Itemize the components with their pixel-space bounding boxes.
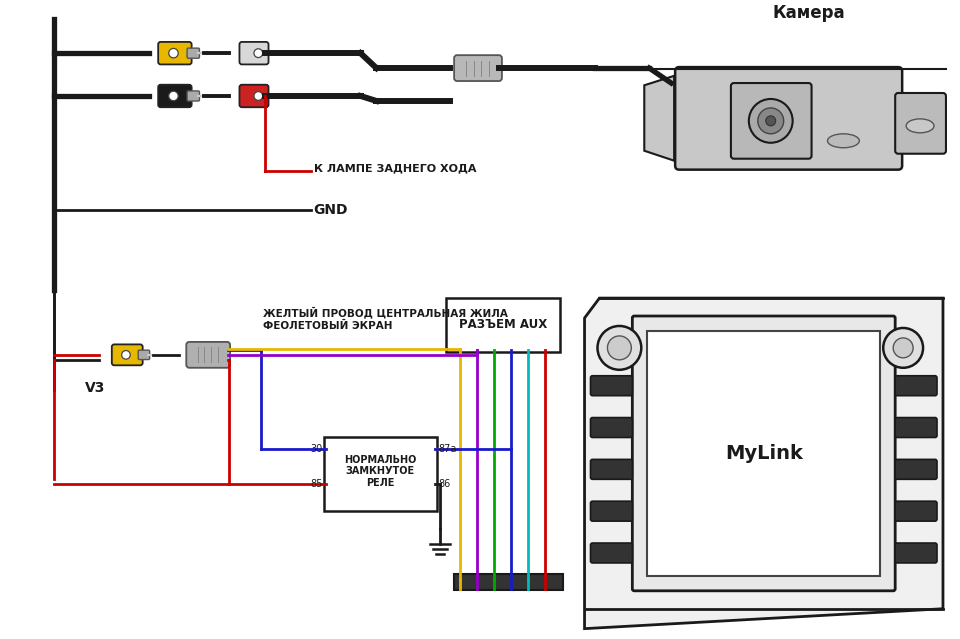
FancyBboxPatch shape [454, 55, 502, 81]
FancyBboxPatch shape [647, 331, 880, 576]
Text: 86: 86 [438, 479, 450, 489]
Text: ЖЕЛТЫЙ ПРОВОД ЦЕНТРАЛЬНАЯ ЖИЛА: ЖЕЛТЫЙ ПРОВОД ЦЕНТРАЛЬНАЯ ЖИЛА [263, 306, 508, 318]
Circle shape [608, 336, 632, 360]
Circle shape [169, 49, 179, 58]
Text: V3: V3 [84, 381, 105, 395]
FancyBboxPatch shape [590, 459, 633, 479]
Text: 85: 85 [310, 479, 323, 489]
Ellipse shape [906, 119, 934, 133]
FancyBboxPatch shape [895, 417, 937, 438]
Text: MyLink: MyLink [725, 444, 803, 463]
Circle shape [597, 326, 641, 370]
FancyBboxPatch shape [590, 501, 633, 521]
FancyBboxPatch shape [111, 344, 143, 366]
FancyBboxPatch shape [324, 438, 437, 511]
FancyBboxPatch shape [239, 85, 269, 107]
Text: НОРМАЛЬНО
ЗАМКНУТОЕ
РЕЛЕ: НОРМАЛЬНО ЗАМКНУТОЕ РЕЛЕ [345, 455, 417, 488]
FancyBboxPatch shape [446, 298, 560, 352]
Text: GND: GND [314, 203, 348, 217]
Ellipse shape [828, 134, 859, 148]
Circle shape [122, 351, 131, 359]
FancyBboxPatch shape [675, 67, 902, 169]
FancyBboxPatch shape [895, 93, 946, 154]
FancyBboxPatch shape [239, 42, 269, 65]
Text: Камера: Камера [772, 4, 845, 22]
FancyBboxPatch shape [186, 342, 230, 368]
FancyBboxPatch shape [590, 417, 633, 438]
FancyBboxPatch shape [454, 574, 563, 590]
FancyBboxPatch shape [158, 85, 192, 107]
Circle shape [254, 91, 263, 100]
Text: К ЛАМПЕ ЗАДНЕГО ХОДА: К ЛАМПЕ ЗАДНЕГО ХОДА [314, 164, 476, 174]
Circle shape [757, 108, 783, 134]
FancyBboxPatch shape [138, 350, 150, 360]
Circle shape [883, 328, 924, 368]
Circle shape [169, 91, 179, 101]
FancyBboxPatch shape [590, 543, 633, 563]
FancyBboxPatch shape [731, 83, 811, 158]
FancyBboxPatch shape [633, 316, 895, 591]
Polygon shape [585, 298, 943, 629]
Text: 87а: 87а [438, 445, 457, 454]
FancyBboxPatch shape [895, 543, 937, 563]
FancyBboxPatch shape [187, 91, 200, 101]
Text: 30: 30 [310, 445, 323, 454]
Circle shape [893, 338, 913, 358]
FancyBboxPatch shape [895, 459, 937, 479]
Circle shape [254, 49, 263, 58]
FancyBboxPatch shape [187, 48, 200, 58]
Circle shape [766, 116, 776, 126]
FancyBboxPatch shape [590, 376, 633, 396]
Circle shape [749, 99, 793, 142]
FancyBboxPatch shape [895, 376, 937, 396]
FancyBboxPatch shape [895, 501, 937, 521]
FancyBboxPatch shape [158, 42, 192, 65]
Polygon shape [644, 76, 674, 160]
Text: РАЗЪЕМ AUX: РАЗЪЕМ AUX [459, 318, 547, 332]
Text: ФЕОЛЕТОВЫЙ ЭКРАН: ФЕОЛЕТОВЫЙ ЭКРАН [263, 321, 393, 331]
